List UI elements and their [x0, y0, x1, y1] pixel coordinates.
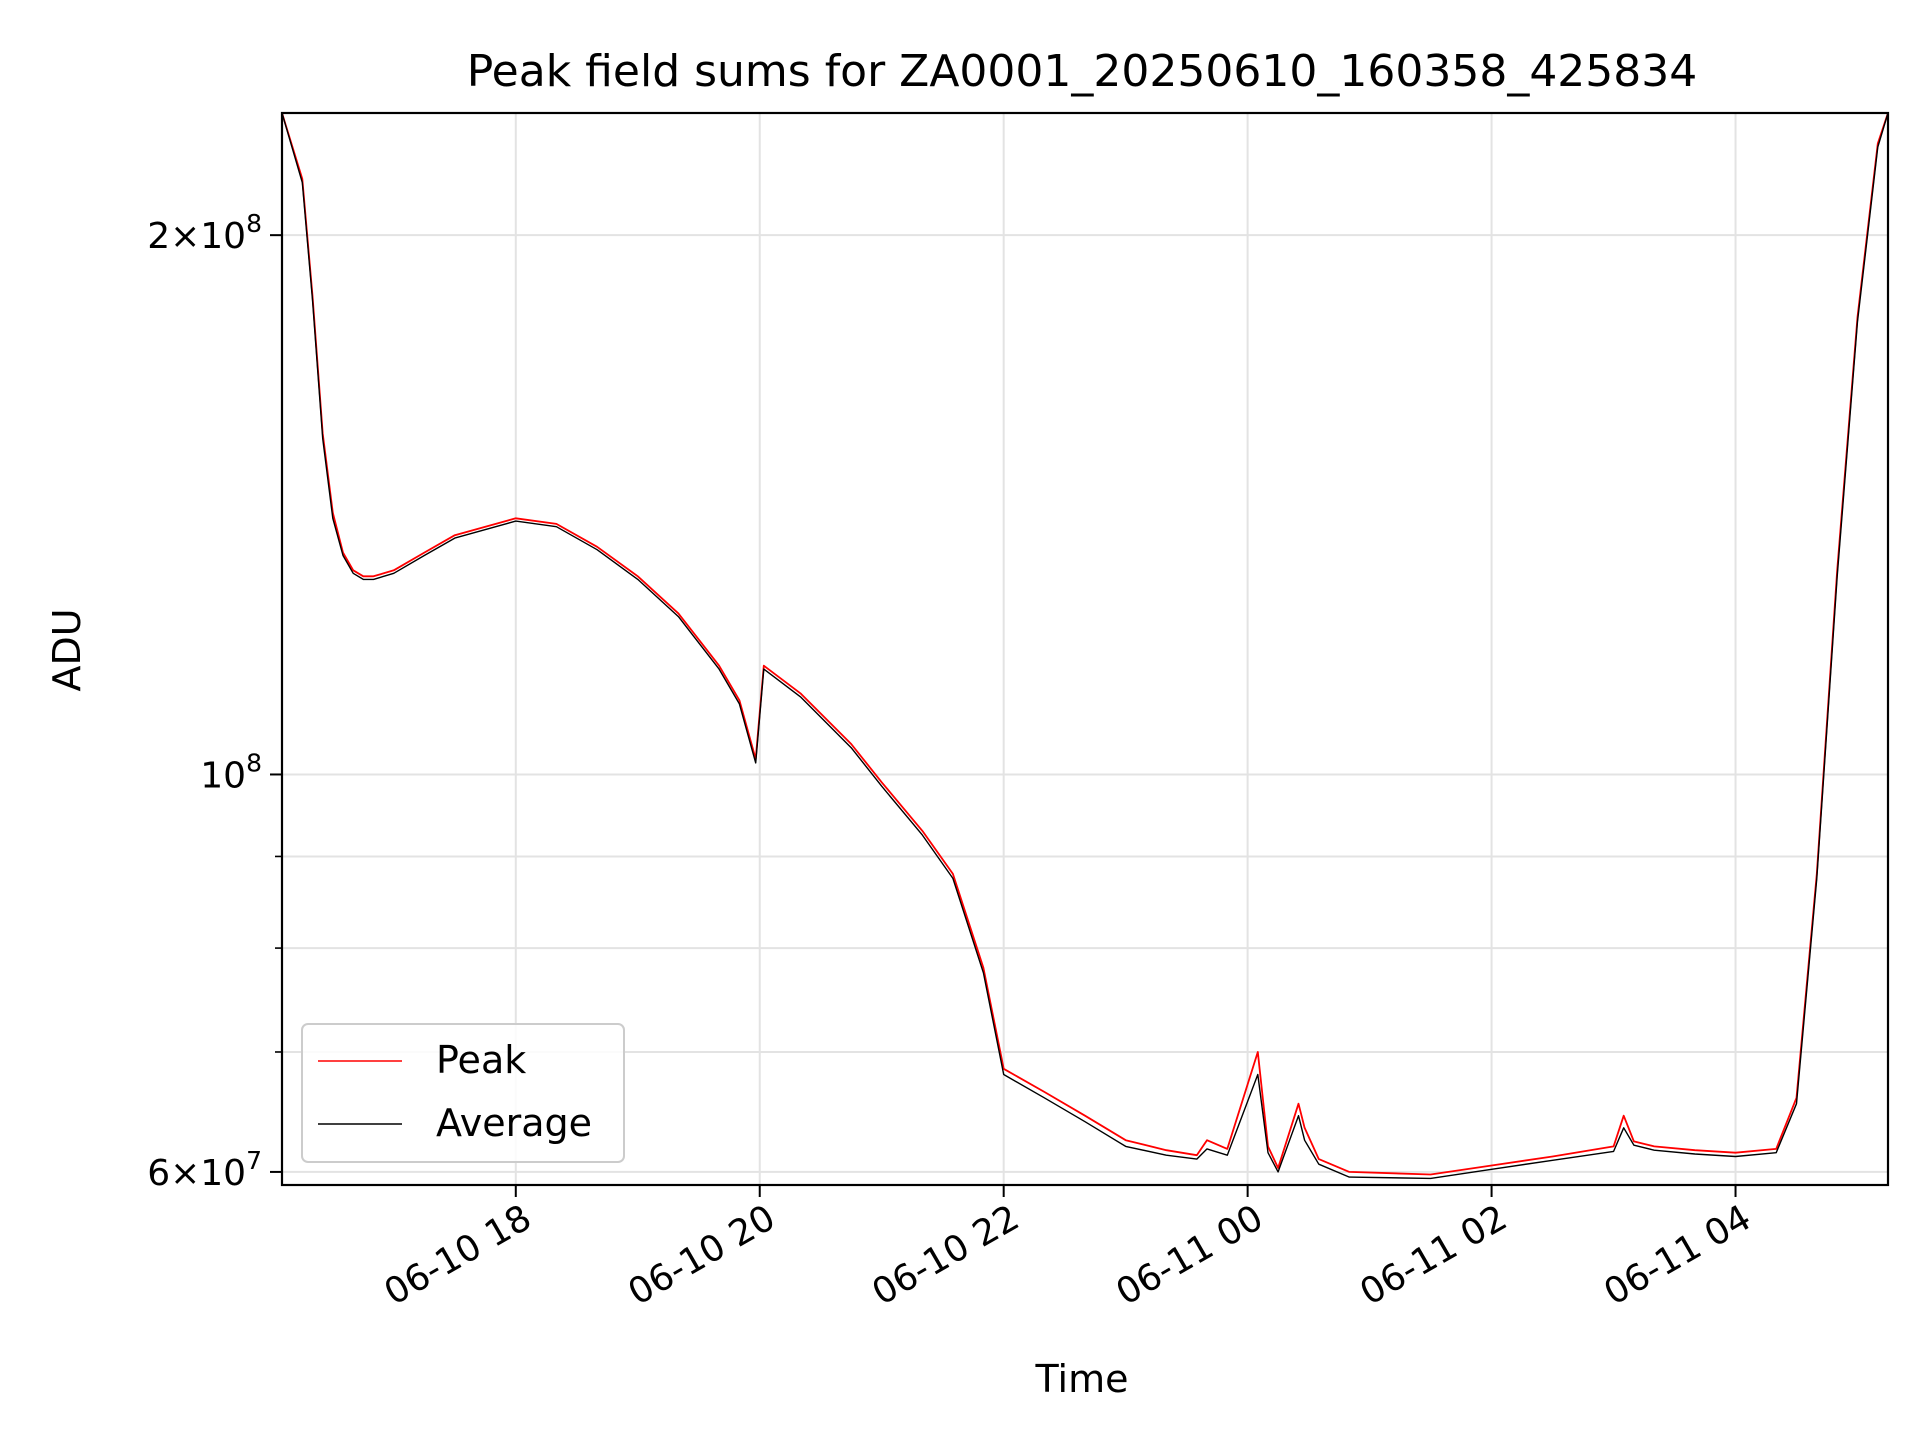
legend-box — [301, 1023, 625, 1163]
x-tick-label: 06-11 04 — [1597, 1197, 1758, 1313]
chart-title: Peak field sums for ZA0001_20250610_1603… — [467, 46, 1698, 97]
plot-frame — [280, 111, 1890, 1187]
y-axis-label: ADU — [45, 608, 89, 691]
series-line-peak — [282, 113, 1888, 1176]
y-tick-label: 108 — [200, 748, 262, 796]
x-tick-label: 06-11 02 — [1353, 1197, 1514, 1313]
series-lines — [282, 113, 1888, 1180]
x-tick-label: 06-10 20 — [622, 1197, 783, 1313]
series-line-average — [282, 113, 1888, 1180]
legend-average-label: Average — [436, 1101, 592, 1145]
x-axis-label: Time — [1035, 1357, 1129, 1401]
legend-peak-label: Peak — [436, 1038, 526, 1082]
legend: Peak Average — [301, 1023, 625, 1163]
x-tick-label: 06-11 00 — [1109, 1197, 1270, 1313]
x-tick-label: 06-10 22 — [866, 1197, 1027, 1313]
y-tick-label: 6×107 — [147, 1146, 262, 1194]
y-tick-label: 2×108 — [147, 209, 262, 257]
x-tick-label: 06-10 18 — [378, 1197, 539, 1313]
